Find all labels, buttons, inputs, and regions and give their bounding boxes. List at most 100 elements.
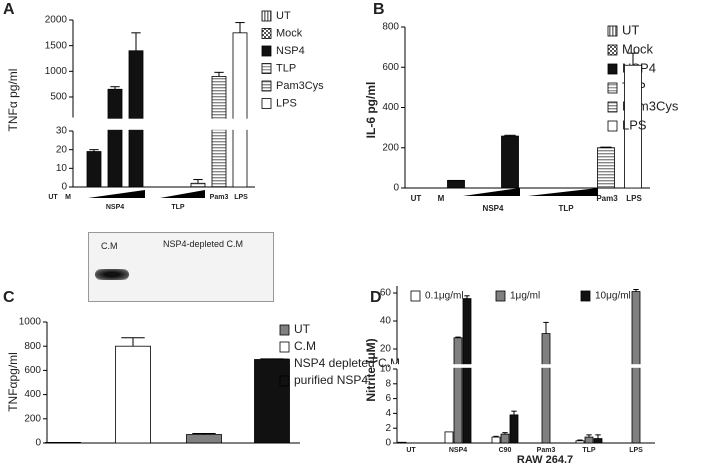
bar bbox=[107, 88, 123, 188]
panel-letter: D bbox=[370, 289, 382, 306]
legend-label: NSP4 depleted C.M bbox=[294, 356, 400, 370]
legend-label: UT bbox=[622, 22, 639, 37]
legend-swatch bbox=[410, 290, 421, 302]
y-tick-label: 800 bbox=[24, 341, 41, 352]
y-tick-label: 200 bbox=[24, 413, 41, 424]
legend-swatch bbox=[261, 63, 272, 74]
y-axis-title: Nitrite (μM) bbox=[364, 338, 378, 401]
western-blot: C.M NSP4-depleted C.M bbox=[88, 232, 274, 302]
legend-label: UT bbox=[294, 322, 311, 336]
x-tick-label: M bbox=[438, 194, 445, 203]
y-tick-label: 400 bbox=[382, 102, 399, 113]
y-tick-label: 500 bbox=[50, 92, 67, 103]
y-tick-label: 0 bbox=[61, 182, 67, 193]
x-tick-label: NSP4 bbox=[106, 204, 124, 211]
y-tick-label: 2000 bbox=[45, 15, 68, 26]
y-tick-label: 20 bbox=[380, 344, 392, 355]
y-tick-label: 400 bbox=[24, 389, 41, 400]
x-tick-label: Pam3 bbox=[596, 194, 618, 203]
bar bbox=[584, 436, 594, 444]
bar bbox=[593, 438, 603, 444]
legend-swatch bbox=[580, 290, 591, 302]
x-axis-title: RAW 264.7 bbox=[517, 454, 573, 466]
bar bbox=[462, 298, 472, 444]
y-axis-title: TNFαpg/ml bbox=[6, 352, 20, 412]
y-tick-label: 2 bbox=[385, 423, 391, 434]
y-tick-label: 30 bbox=[56, 126, 68, 137]
y-tick-label: 200 bbox=[382, 142, 399, 153]
legend-swatch bbox=[279, 341, 290, 353]
dose-wedge bbox=[160, 190, 205, 198]
gel-lane-label: NSP4-depleted C.M bbox=[163, 239, 244, 249]
bar bbox=[500, 433, 510, 444]
legend-swatch bbox=[279, 375, 290, 387]
y-axis-title: TNFα pg/ml bbox=[6, 69, 20, 132]
y-tick-label: 60 bbox=[380, 288, 392, 299]
y-tick-label: 0 bbox=[393, 183, 399, 194]
legend-swatch bbox=[261, 80, 272, 92]
legend-label: 0.1μg/ml bbox=[425, 291, 464, 302]
y-tick-label: 1500 bbox=[45, 40, 68, 51]
y-tick-label: 4 bbox=[385, 408, 391, 419]
x-tick-label: M bbox=[65, 194, 71, 201]
dose-wedge bbox=[528, 188, 598, 196]
x-tick-label: Pam3 bbox=[537, 447, 556, 454]
y-tick-label: 6 bbox=[385, 393, 391, 404]
legend-label: purified NSP4 bbox=[294, 373, 368, 387]
y-tick-label: 600 bbox=[24, 365, 41, 376]
legend-label: C.M bbox=[294, 339, 316, 353]
legend-swatch bbox=[261, 45, 272, 57]
bar bbox=[211, 76, 227, 188]
y-tick-label: 8 bbox=[385, 378, 391, 389]
y-axis-title: IL-6 pg/ml bbox=[364, 82, 378, 139]
legend-swatch bbox=[261, 98, 272, 109]
axis-break bbox=[391, 364, 655, 368]
y-tick-label: 0 bbox=[35, 438, 41, 449]
legend-swatch bbox=[607, 82, 618, 94]
dose-wedge bbox=[88, 190, 145, 198]
legend-label: TLP bbox=[276, 62, 296, 74]
bar bbox=[509, 414, 519, 444]
y-tick-label: 600 bbox=[382, 62, 399, 73]
legend-swatch bbox=[607, 120, 618, 132]
bar bbox=[190, 182, 206, 188]
x-tick-label: TLP bbox=[171, 204, 185, 211]
panel-letter: C bbox=[3, 289, 15, 306]
legend-label: LPS bbox=[276, 97, 297, 109]
bar bbox=[45, 441, 81, 444]
legend-label: Mock bbox=[276, 27, 303, 39]
y-tick-label: 10 bbox=[56, 163, 68, 174]
x-tick-label: LPS bbox=[234, 194, 248, 201]
y-tick-label: 800 bbox=[382, 22, 399, 33]
y-tick-label: 0 bbox=[385, 438, 391, 449]
bar bbox=[115, 345, 151, 444]
x-tick-label: UT bbox=[406, 447, 416, 454]
bar bbox=[453, 337, 463, 444]
bar bbox=[86, 151, 102, 188]
legend-label: Pam3Cys bbox=[276, 80, 324, 92]
bar bbox=[232, 32, 248, 188]
x-tick-label: TLP bbox=[582, 447, 596, 454]
x-tick-label: NSP4 bbox=[483, 204, 504, 213]
bar bbox=[397, 441, 407, 444]
y-tick-label: 20 bbox=[56, 144, 68, 155]
gel-band bbox=[95, 269, 129, 280]
panel-letter: B bbox=[373, 1, 385, 18]
legend-label: 10μg/ml bbox=[595, 291, 631, 302]
axis-break bbox=[67, 118, 255, 130]
bar bbox=[447, 179, 465, 189]
legend-label: LPS bbox=[622, 117, 647, 132]
gel-lane-label: C.M bbox=[101, 241, 118, 251]
x-tick-label: UT bbox=[48, 194, 58, 201]
bar bbox=[254, 359, 290, 444]
x-tick-label: UT bbox=[411, 194, 422, 203]
dose-wedge bbox=[463, 188, 520, 196]
bar bbox=[575, 440, 585, 444]
bar bbox=[491, 436, 501, 444]
legend-swatch bbox=[261, 10, 272, 22]
panel-letter: A bbox=[3, 1, 15, 18]
legend-swatch bbox=[279, 324, 290, 336]
bar bbox=[186, 434, 222, 444]
